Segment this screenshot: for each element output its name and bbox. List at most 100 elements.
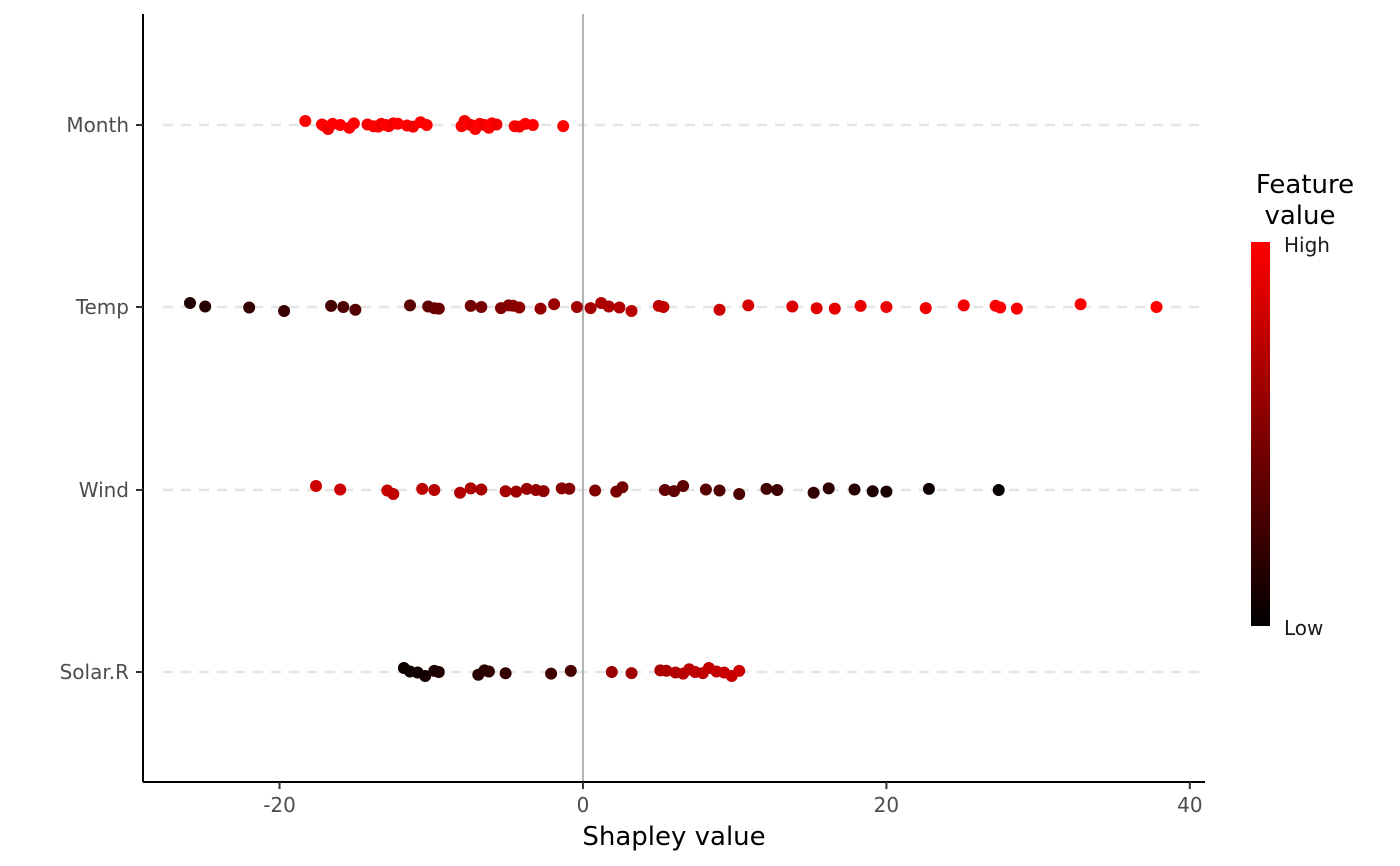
point-temp <box>404 299 416 312</box>
point-month <box>557 120 570 133</box>
point-solar-r <box>625 667 638 680</box>
point-month <box>299 115 312 127</box>
point-month <box>420 119 433 131</box>
point-wind <box>699 483 712 496</box>
point-solar-r <box>733 664 746 677</box>
point-temp <box>854 299 867 312</box>
point-temp <box>570 301 583 313</box>
point-wind <box>771 484 784 496</box>
point-wind <box>416 482 429 495</box>
point-wind <box>922 482 935 495</box>
data-points <box>184 115 1163 682</box>
point-temp <box>337 301 350 313</box>
point-wind <box>589 484 602 497</box>
point-temp <box>880 301 893 313</box>
x-axis-title: Shapley value <box>582 822 765 852</box>
point-solar-r <box>564 664 577 677</box>
point-temp <box>475 301 488 313</box>
point-wind <box>454 486 467 499</box>
point-month <box>526 119 539 131</box>
legend-title-line-1: Feature <box>1256 170 1354 200</box>
point-wind <box>880 485 893 498</box>
point-month <box>490 118 503 131</box>
point-temp <box>957 299 970 312</box>
point-wind <box>537 485 550 498</box>
point-wind <box>668 485 680 498</box>
grid-lines <box>163 123 1205 674</box>
point-temp <box>513 301 526 314</box>
point-temp <box>349 303 362 316</box>
point-temp <box>432 302 445 315</box>
point-temp <box>548 298 561 311</box>
point-temp <box>786 300 799 313</box>
point-temp <box>742 299 755 312</box>
point-month <box>334 119 347 131</box>
point-wind <box>658 484 671 496</box>
point-temp <box>625 305 638 317</box>
x-axis-ticks: -20 0 20 40 <box>263 782 1203 817</box>
point-temp <box>994 301 1007 314</box>
point-wind <box>563 482 576 495</box>
point-wind <box>499 485 512 498</box>
point-wind <box>428 484 441 496</box>
legend-high-label: High <box>1284 233 1330 257</box>
point-wind <box>807 486 820 499</box>
point-wind <box>334 483 347 496</box>
y-tick-label: Month <box>66 113 129 137</box>
point-solar-r <box>605 666 618 678</box>
point-temp <box>278 305 291 317</box>
point-temp <box>184 297 196 309</box>
point-wind <box>387 488 400 500</box>
point-temp <box>325 299 338 312</box>
point-temp <box>713 303 726 316</box>
point-wind <box>464 482 477 495</box>
point-month <box>347 117 360 130</box>
point-wind <box>733 488 746 500</box>
point-temp <box>657 301 670 313</box>
point-temp <box>584 302 597 315</box>
point-temp <box>534 302 547 315</box>
point-wind <box>822 482 835 495</box>
y-tick-label: Temp <box>75 295 129 319</box>
point-wind <box>866 485 879 498</box>
color-legend: Feature value High Low <box>1251 170 1354 640</box>
point-wind <box>520 482 533 495</box>
y-tick-label: Wind <box>79 478 129 502</box>
point-wind <box>310 480 322 492</box>
point-temp <box>1150 301 1163 313</box>
point-wind <box>713 484 726 497</box>
point-wind <box>510 485 523 498</box>
point-wind <box>848 483 861 496</box>
point-temp <box>613 301 626 314</box>
point-wind <box>760 482 773 495</box>
legend-colorbar <box>1251 242 1270 626</box>
point-wind <box>616 481 629 494</box>
point-temp <box>602 300 615 313</box>
point-temp <box>1074 298 1087 311</box>
x-tick-label: 40 <box>1177 793 1202 817</box>
point-temp <box>199 300 212 313</box>
point-temp <box>810 302 823 315</box>
y-axis-ticks: Month Temp Wind Solar.R <box>60 113 143 684</box>
point-wind <box>475 483 488 496</box>
point-solar-r <box>482 665 495 678</box>
x-tick-label: 20 <box>874 793 899 817</box>
point-month <box>391 117 404 130</box>
point-solar-r <box>499 667 512 680</box>
point-solar-r <box>419 670 432 682</box>
point-solar-r <box>545 667 558 680</box>
point-temp <box>1010 302 1023 315</box>
legend-title-line-2: value <box>1264 201 1335 231</box>
point-temp <box>828 302 841 315</box>
point-solar-r <box>660 664 673 677</box>
y-tick-label: Solar.R <box>60 660 129 684</box>
point-solar-r <box>432 666 445 678</box>
legend-low-label: Low <box>1284 616 1323 640</box>
point-temp <box>243 301 256 314</box>
x-tick-label: 0 <box>577 793 590 817</box>
x-tick-label: -20 <box>263 793 296 817</box>
point-temp <box>919 302 932 315</box>
point-wind <box>677 480 690 492</box>
point-wind <box>992 484 1005 496</box>
